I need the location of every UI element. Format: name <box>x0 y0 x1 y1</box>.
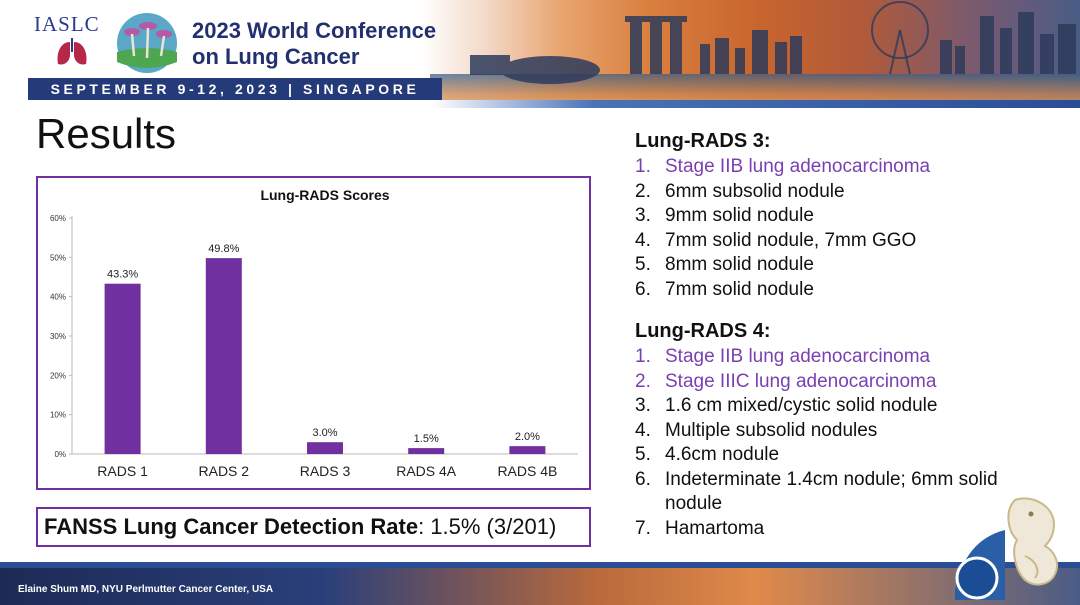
y-tick-label: 30% <box>50 332 66 341</box>
slide-title: Results <box>36 110 177 157</box>
chart-title: Lung-RADS Scores <box>260 187 389 203</box>
footer-band <box>0 562 1080 605</box>
list-item: 3. 1.6 cm mixed/cystic solid nodule <box>635 394 1055 419</box>
x-category-label: RADS 4B <box>497 463 557 479</box>
y-tick-label: 40% <box>50 293 66 302</box>
conference-title-line1: 2023 World Conference <box>192 18 437 43</box>
list-item-text: 7mm solid nodule, 7mm GGO <box>665 229 917 251</box>
conference-title-line2: on Lung Cancer <box>192 44 360 69</box>
list-item-text: 8mm solid nodule <box>665 254 814 275</box>
list-item: 2. 6mm subsolid nodule <box>635 180 1055 205</box>
list-item-text: Multiple subsolid nodules <box>665 419 878 441</box>
lung-rads-3-list: 1. Stage IIB lung adenocarcinoma 2. 6mm sub… <box>635 155 1055 302</box>
y-tick-label: 0% <box>54 450 66 459</box>
conference-banner: IASLC 2023 World Conference on Lung Canc… <box>0 0 1080 108</box>
chart-bar <box>104 283 141 454</box>
lung-rads-chart: Lung-RADS Scores 0% 10% 20% 30% 40% 50% 60% 43.3… <box>36 176 591 490</box>
list-item-number: 1. <box>635 156 651 177</box>
y-tick-label: 50% <box>50 253 66 262</box>
list-item-text: 9mm solid nodule <box>665 205 814 226</box>
merlion-logo-icon <box>955 497 1059 600</box>
chart-bar <box>408 448 445 454</box>
bar-data-label: 2.0% <box>515 431 540 443</box>
list-item-number: 3. <box>635 395 651 416</box>
y-tick-label: 20% <box>50 371 66 380</box>
list-item-number: 6. <box>635 468 651 490</box>
list-item-text: Hamartoma <box>665 517 765 539</box>
iaslc-logo: IASLC <box>34 12 100 36</box>
list-item-number: 5. <box>635 254 651 275</box>
lung-rads-4-heading: Lung-RADS 4: <box>635 320 771 342</box>
chart-canvas: Lung-RADS Scores 0% 10% 20% 30% 40% 50% 60% 43.3… <box>50 187 578 479</box>
lung-rads-3-section: Lung-RADS 3: 1. Stage IIB lung adenocarci… <box>635 130 1055 302</box>
bar-data-label: 43.3% <box>107 269 138 281</box>
banner-divider <box>0 100 1080 108</box>
list-item-text: Stage IIIC lung adenocarcinoma <box>665 370 937 392</box>
y-tick-label: 60% <box>50 214 66 223</box>
lung-rads-4-list: 1. Stage IIB lung adenocarcinoma 2. Stage I… <box>635 345 1055 541</box>
bar-data-label: 1.5% <box>414 433 439 445</box>
list-item: 1. Stage IIB lung adenocarcinoma <box>635 155 1055 180</box>
detection-rate-box: FANSS Lung Cancer Detection Rate : 1.5% … <box>36 507 591 547</box>
list-item-number: 3. <box>635 205 651 226</box>
list-item-text: Stage IIB lung adenocarcinoma <box>665 156 931 177</box>
list-item-number: 4. <box>635 419 651 441</box>
y-tick-label: 10% <box>50 411 66 420</box>
singapore-skyline-graphic <box>470 1 1076 84</box>
list-item-text: Stage IIB lung adenocarcinoma <box>665 346 931 367</box>
list-item: 6. 7mm solid nodule <box>635 278 1055 303</box>
chart-bar <box>205 258 242 454</box>
list-item-number: 2. <box>635 180 651 202</box>
list-item-text: 7mm solid nodule <box>665 278 814 300</box>
list-item-text: 6mm subsolid nodule <box>665 180 845 202</box>
list-item-number: 6. <box>635 278 651 300</box>
list-item: 2. Stage IIIC lung adenocarcinoma <box>635 370 1055 395</box>
x-category-label: RADS 1 <box>97 463 148 479</box>
footer-stripe <box>0 562 1080 568</box>
list-item-number: 1. <box>635 346 651 367</box>
x-category-label: RADS 3 <box>300 463 351 479</box>
chart-bar <box>307 442 343 454</box>
lung-rads-4-section: Lung-RADS 4: 1. Stage IIB lung adenocarci… <box>635 320 1055 541</box>
presenter-credit: Elaine Shum MD, NYU Perlmutter Cancer Ce… <box>18 584 274 595</box>
chart-bar <box>509 446 546 454</box>
bar-data-label: 3.0% <box>312 427 337 439</box>
list-item-text: 1.6 cm mixed/cystic solid nodule <box>665 395 938 416</box>
list-item-text: Indeterminate 1.4cm nodule; 6mm solid no… <box>665 468 998 515</box>
x-category-label: RADS 4A <box>396 463 457 479</box>
lung-rads-3-heading: Lung-RADS 3: <box>635 130 771 152</box>
list-item: 5. 8mm solid nodule <box>635 253 1055 278</box>
list-item: 1. Stage IIB lung adenocarcinoma <box>635 345 1055 370</box>
supertree-emblem-icon <box>117 13 177 73</box>
lungs-icon <box>57 38 87 65</box>
list-item-text: 4.6cm nodule <box>665 444 780 465</box>
x-category-label: RADS 2 <box>199 463 250 479</box>
list-item-number: 4. <box>635 229 651 251</box>
list-item: 7. Hamartoma <box>635 517 1055 542</box>
date-location-bar: SEPTEMBER 9-12, 2023 | SINGAPORE <box>28 78 442 100</box>
list-item: 4. Multiple subsolid nodules <box>635 419 1055 444</box>
list-item-number: 7. <box>635 517 651 539</box>
list-item: 3. 9mm solid nodule <box>635 204 1055 229</box>
list-item: 4. 7mm solid nodule, 7mm GGO <box>635 229 1055 254</box>
detection-rate-label: FANSS Lung Cancer Detection Rate <box>44 514 419 539</box>
list-item-number: 2. <box>635 370 651 392</box>
list-item: 6. Indeterminate 1.4cm nodule; 6mm solid … <box>635 468 1055 517</box>
list-item-number: 5. <box>635 444 651 465</box>
detection-rate-value: : 1.5% (3/201) <box>418 514 557 539</box>
list-item: 5. 4.6cm nodule <box>635 443 1055 468</box>
bar-data-label: 49.8% <box>208 243 239 255</box>
